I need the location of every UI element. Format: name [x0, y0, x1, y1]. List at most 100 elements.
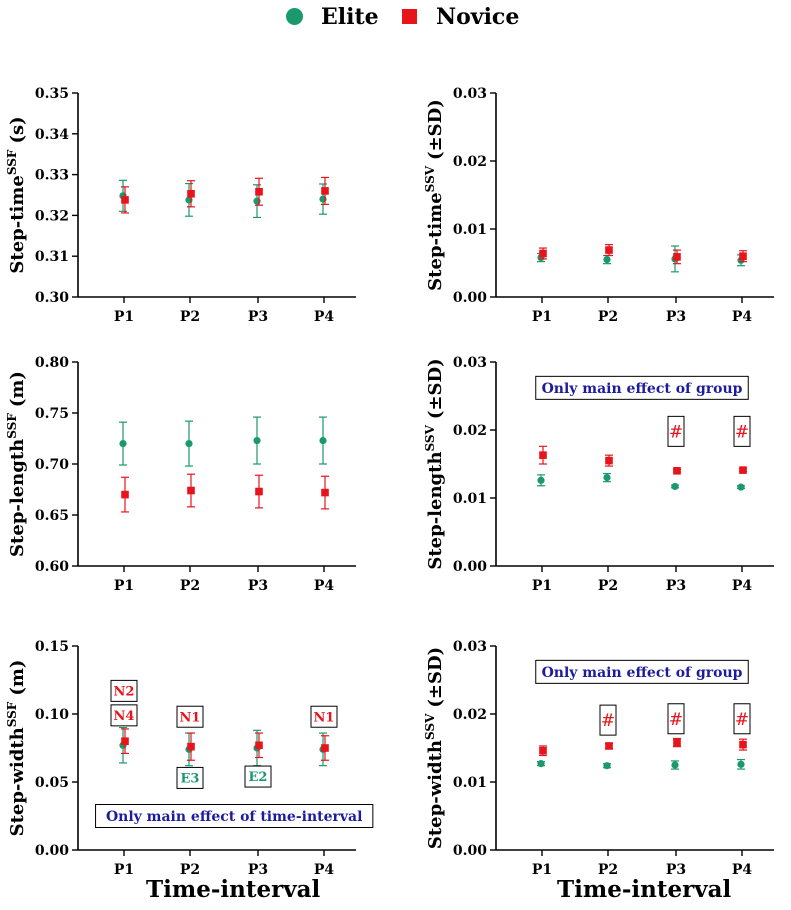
- y-axis-label-sup: SSV: [423, 713, 437, 740]
- y-axis-label-main: Step-time: [7, 175, 28, 273]
- novice-point: [605, 456, 613, 465]
- chart-4: 0.00 0.01 0.02 0.03 P1 P2 P3 P4 Step-lengthSSV (±…: [423, 355, 774, 594]
- novice-point: [739, 740, 747, 749]
- annotation-label: N2: [114, 685, 135, 700]
- elite-point: [737, 483, 745, 491]
- x-tick-label: P3: [248, 309, 268, 325]
- novice-point: [187, 189, 195, 198]
- elite-point: [319, 436, 327, 445]
- x-tick-label: P4: [314, 309, 335, 325]
- y-tick-label: 0.03: [453, 355, 487, 371]
- y-tick-label: 0.35: [35, 86, 69, 102]
- novice-point: [255, 741, 263, 750]
- y-axis-label-sup: SSV: [423, 424, 437, 451]
- annotation-box: [176, 766, 204, 789]
- x-tick-label: P3: [248, 578, 268, 594]
- x-tick-label: P2: [180, 862, 200, 878]
- novice-legend-marker: [402, 9, 417, 24]
- y-axis-label: Step-widthSSV (±SD): [423, 647, 446, 849]
- x-tick-label: P4: [314, 578, 335, 594]
- elite-point: [253, 436, 261, 445]
- annotation-box: [667, 703, 685, 735]
- annotation-label: Only main effect of time-interval: [106, 809, 362, 825]
- novice-point: [255, 187, 263, 196]
- annotation-label: #: [735, 422, 749, 442]
- y-axis-label-sup: SSF: [5, 149, 19, 175]
- novice-point: [673, 253, 681, 261]
- y-tick-label: 0.01: [453, 775, 487, 791]
- elite-point: [537, 476, 545, 484]
- x-axis-title-left: Time-interval: [146, 876, 321, 903]
- novice-point: [539, 746, 547, 755]
- x-tick-label: P3: [248, 862, 268, 878]
- elite-point: [119, 440, 127, 448]
- novice-legend-label: Novice: [436, 4, 520, 30]
- chart-3: 0.60 0.65 0.70 0.75 0.80 P1 P2 P3 P4 Step-lengthS…: [5, 355, 356, 594]
- novice-point: [321, 488, 329, 497]
- x-tick-label: P1: [114, 309, 134, 325]
- novice-point: [739, 252, 747, 260]
- x-tick-label: P2: [598, 862, 618, 878]
- annotation-box: [599, 704, 617, 736]
- annotation-box: [310, 705, 338, 728]
- novice-point: [121, 490, 129, 499]
- y-axis-label: Step-widthSSF (m): [5, 660, 28, 837]
- x-tick-label: P1: [114, 578, 134, 594]
- x-tick-label: P2: [598, 309, 618, 325]
- chart-5: 0.00 0.05 0.10 0.15 P1 P2 P3 P4 Step-widthSSF (m)…: [5, 639, 374, 878]
- y-axis-label-unit: (±SD): [425, 647, 446, 708]
- y-tick-label: 0.60: [35, 559, 69, 575]
- annotation-label: #: [669, 422, 683, 442]
- y-tick-label: 0.00: [453, 559, 487, 575]
- novice-point: [739, 466, 747, 474]
- x-tick-label: P1: [114, 862, 134, 878]
- annotation-label: Only main effect of group: [542, 665, 743, 681]
- annotation-box: [667, 415, 685, 447]
- x-tick-label: P4: [732, 862, 753, 878]
- annotation-box: [110, 704, 138, 727]
- y-tick-label: 0.05: [35, 775, 69, 791]
- y-axis-label: Step-lengthSSF (m): [5, 371, 28, 557]
- annotation-box: [95, 804, 374, 828]
- elite-point: [603, 762, 611, 770]
- annotation-label: N1: [314, 710, 335, 725]
- novice-point: [121, 196, 129, 204]
- y-axis-label: Step-lengthSSV (±SD): [423, 358, 446, 569]
- elite-point: [603, 474, 611, 482]
- y-tick-label: 0.30: [35, 290, 69, 306]
- novice-point: [673, 738, 681, 747]
- y-tick-label: 0.33: [35, 168, 69, 184]
- x-tick-label: P3: [666, 862, 686, 878]
- x-tick-label: P2: [598, 578, 618, 594]
- annotation-box: [535, 659, 749, 684]
- y-tick-label: 0.00: [453, 843, 487, 859]
- annotation-box: [176, 705, 204, 728]
- x-tick-label: P4: [732, 578, 753, 594]
- x-axis-title-right: Time-interval: [557, 876, 732, 903]
- novice-point: [321, 187, 329, 195]
- chart-1: 0.30 0.31 0.32 0.33 0.34 0.35 P1 P2 P3 P4 Step-tim…: [5, 86, 356, 325]
- y-axis-label-main: Step-width: [7, 727, 28, 836]
- y-axis-label: Step-timeSSV (±SD): [423, 99, 446, 291]
- x-tick-label: P1: [532, 309, 552, 325]
- y-tick-label: 0.03: [453, 86, 487, 102]
- x-tick-label: P4: [314, 862, 335, 878]
- y-axis-label-sup: SSF: [5, 701, 19, 727]
- novice-point: [539, 249, 547, 258]
- y-axis-label-main: Step-time: [425, 192, 446, 290]
- y-tick-label: 0.75: [35, 406, 69, 422]
- annotation-box: [110, 679, 138, 702]
- y-tick-label: 0.00: [453, 290, 487, 306]
- annotation-label: Only main effect of group: [542, 381, 743, 397]
- novice-point: [321, 744, 329, 752]
- y-tick-label: 0.00: [35, 843, 69, 859]
- novice-point: [187, 486, 195, 495]
- y-tick-label: 0.02: [453, 707, 487, 723]
- y-tick-label: 0.02: [453, 154, 487, 170]
- elite-point: [603, 256, 611, 264]
- annotation-label: E3: [181, 772, 200, 787]
- elite-legend-marker: [286, 8, 303, 25]
- novice-point: [539, 451, 547, 459]
- y-tick-label: 0.65: [35, 508, 69, 524]
